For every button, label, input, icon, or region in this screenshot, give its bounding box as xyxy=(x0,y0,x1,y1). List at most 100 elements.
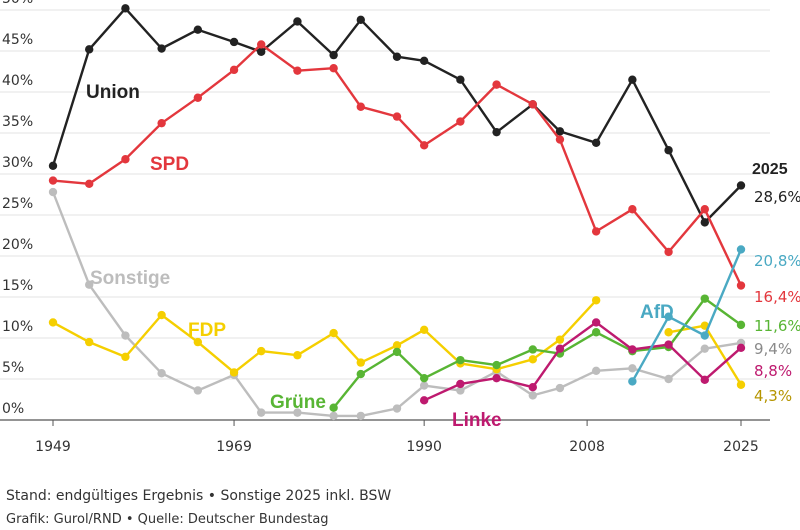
data-point-fdp xyxy=(121,352,130,362)
data-point-union xyxy=(48,161,58,170)
data-point-gruene xyxy=(392,347,402,357)
data-point-spd xyxy=(193,93,203,102)
data-point-spd xyxy=(591,227,601,236)
x-tick-label: 2008 xyxy=(569,439,605,455)
data-point-sonstige xyxy=(392,404,402,413)
y-axis-ticks: 0% 5% 10% 15% 20% 25% 30% 35% 40% 45% 50% xyxy=(2,0,33,417)
data-point-sonstige xyxy=(329,411,338,421)
footer-source: Grafik: Gurol/RND • Quelle: Deutscher Bu… xyxy=(6,512,329,527)
y-tick-label: 45% xyxy=(2,32,33,48)
data-point-linke xyxy=(492,373,501,383)
data-point-fdp xyxy=(48,318,58,327)
data-point-spd xyxy=(157,118,166,128)
data-point-spd xyxy=(456,117,465,126)
data-point-spd xyxy=(356,102,365,111)
data-point-union xyxy=(329,50,338,60)
data-point-fdp xyxy=(528,355,537,364)
data-point-sonstige xyxy=(419,381,429,390)
data-point-gruene xyxy=(700,294,709,303)
end-value-label: 16,4% xyxy=(754,288,800,306)
data-point-fdp xyxy=(329,328,338,338)
data-point-afd xyxy=(628,377,637,386)
data-point-union xyxy=(193,25,203,34)
end-value-label: 8,8% xyxy=(754,362,792,380)
y-tick-label: 40% xyxy=(2,73,33,89)
y-tick-label: 0% xyxy=(2,401,24,417)
data-point-fdp xyxy=(193,337,203,347)
data-point-sonstige xyxy=(121,331,130,340)
y-tick-label: 50% xyxy=(2,0,33,7)
series-line-linke xyxy=(423,321,743,402)
data-point-gruene xyxy=(329,403,338,412)
data-point-union xyxy=(121,4,130,13)
data-point-spd xyxy=(492,80,501,89)
data-point-fdp xyxy=(229,368,239,377)
series-linke xyxy=(419,318,746,405)
y-tick-label: 15% xyxy=(2,278,33,294)
data-point-linke xyxy=(664,340,673,349)
election-line-chart: 0% 5% 10% 15% 20% 25% 30% 35% 40% 45% 50% 1949 1969… xyxy=(0,0,800,455)
data-point-spd xyxy=(419,141,429,150)
data-point-spd xyxy=(85,179,94,189)
data-point-spd xyxy=(736,281,746,290)
y-tick-label: 30% xyxy=(2,155,33,171)
data-point-union xyxy=(419,56,429,66)
data-point-gruene xyxy=(356,369,365,379)
data-point-sonstige xyxy=(700,344,709,353)
data-point-spd xyxy=(229,65,239,75)
series-lines xyxy=(48,4,746,421)
data-point-spd xyxy=(528,100,537,109)
data-point-fdp xyxy=(664,328,673,337)
data-point-union xyxy=(456,75,465,84)
data-point-sonstige xyxy=(664,374,673,384)
series-name-label: FDP xyxy=(188,320,226,341)
data-point-sonstige xyxy=(528,391,537,400)
series-line-sonstige xyxy=(51,190,743,418)
data-point-fdp xyxy=(85,337,94,347)
y-tick-label: 25% xyxy=(2,196,33,212)
data-point-linke xyxy=(555,344,565,353)
data-point-gruene xyxy=(456,355,465,365)
data-point-spd xyxy=(293,66,302,75)
data-point-union xyxy=(257,47,266,57)
y-tick-label: 5% xyxy=(2,360,24,376)
series-name-label: Grüne xyxy=(270,392,326,413)
data-point-spd xyxy=(329,64,338,73)
footer-note: Stand: endgültiges Ergebnis • Sonstige 2… xyxy=(6,488,392,504)
data-point-union xyxy=(736,181,746,190)
data-point-spd xyxy=(555,135,565,144)
data-point-gruene xyxy=(492,360,501,370)
data-point-union xyxy=(591,138,601,148)
data-point-gruene xyxy=(419,373,429,383)
x-tick-label: 1990 xyxy=(406,439,442,455)
data-point-afd xyxy=(700,331,709,340)
data-point-spd xyxy=(121,155,130,164)
data-point-linke xyxy=(528,383,537,392)
data-point-sonstige xyxy=(257,408,266,417)
data-point-union xyxy=(229,37,239,47)
data-point-linke xyxy=(700,375,709,385)
data-point-fdp xyxy=(293,351,302,360)
end-value-label: 20,8% xyxy=(754,252,800,270)
data-point-sonstige xyxy=(628,364,637,373)
data-point-spd xyxy=(392,112,402,121)
data-point-fdp xyxy=(736,380,746,389)
data-point-sonstige xyxy=(293,408,302,417)
series-line-fdp xyxy=(51,299,598,374)
data-point-spd xyxy=(664,247,673,257)
series-name-label: SPD xyxy=(150,154,189,175)
data-point-gruene xyxy=(591,328,601,337)
data-point-sonstige xyxy=(193,386,203,395)
series-union xyxy=(48,4,746,227)
data-point-spd xyxy=(700,205,709,214)
data-point-linke xyxy=(628,345,637,354)
data-point-union xyxy=(664,146,673,155)
data-point-union xyxy=(293,17,302,26)
series-name-label: Sonstige xyxy=(90,268,170,289)
data-point-linke xyxy=(456,379,465,389)
data-point-union xyxy=(700,218,709,227)
data-point-linke xyxy=(736,343,746,353)
data-point-union xyxy=(628,75,637,84)
data-point-fdp xyxy=(419,325,429,334)
data-point-sonstige xyxy=(157,369,166,378)
